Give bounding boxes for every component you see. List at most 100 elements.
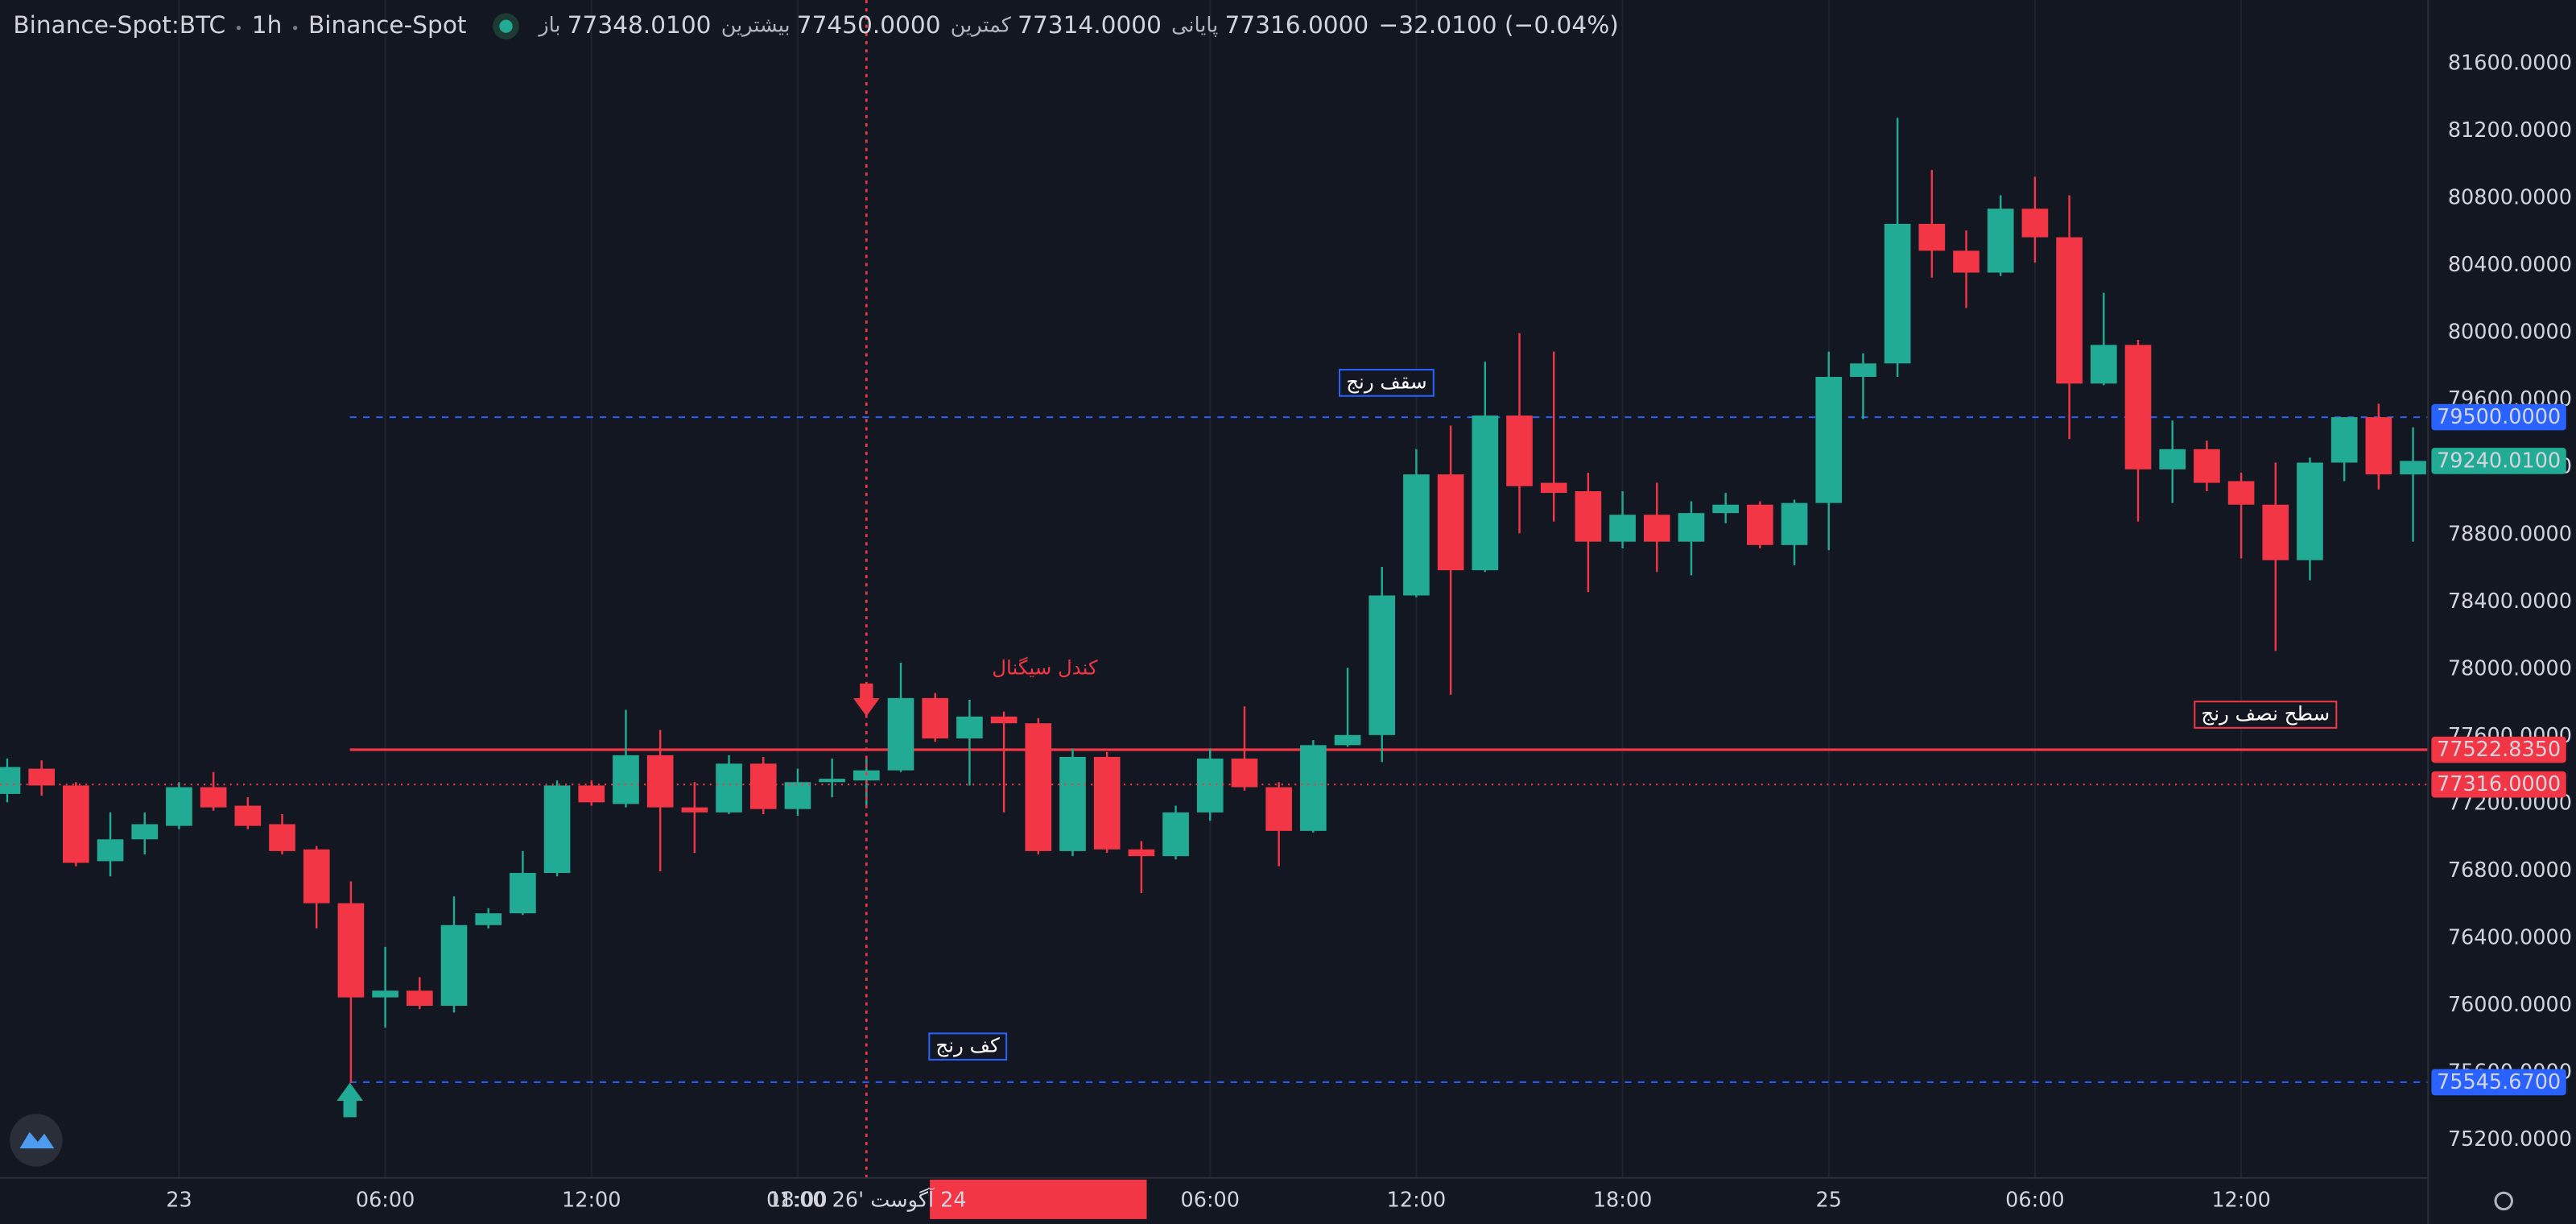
candle-body bbox=[1231, 759, 1258, 788]
x-tick-label: 06:00 bbox=[2005, 1188, 2065, 1212]
candle-body bbox=[97, 839, 124, 862]
candle-body bbox=[406, 990, 433, 1007]
annotation-text: سقف رنج bbox=[1346, 370, 1426, 393]
x-tick-label: 23 bbox=[166, 1188, 192, 1212]
candle-body bbox=[1540, 482, 1567, 494]
annotation-box bbox=[928, 1032, 1008, 1061]
y-tick-label: 81200.0000 bbox=[2448, 118, 2572, 143]
candle-body bbox=[2330, 417, 2358, 463]
candle-body bbox=[234, 805, 262, 826]
candle-body bbox=[1850, 363, 1876, 377]
separator bbox=[236, 26, 242, 31]
annotation-box bbox=[2194, 701, 2338, 729]
y-tick-label: 75200.0000 bbox=[2448, 1127, 2572, 1152]
crosshair-time: 24 آگوست '26 01:00 bbox=[766, 1187, 967, 1212]
price-label-bg bbox=[2431, 448, 2566, 474]
candle-body bbox=[1403, 474, 1430, 596]
candle-body bbox=[1575, 491, 1602, 542]
candle-body bbox=[887, 697, 914, 771]
candle-body bbox=[1918, 223, 1946, 251]
candle-body bbox=[1472, 416, 1499, 571]
candle-body bbox=[166, 787, 192, 826]
y-tick-label: 81600.0000 bbox=[2448, 52, 2572, 76]
separator bbox=[293, 26, 298, 31]
y-tick-label: 78400.0000 bbox=[2448, 589, 2572, 614]
x-tick-label: 12:00 bbox=[2211, 1188, 2271, 1212]
price-label: 77522.8350 bbox=[2437, 738, 2561, 762]
ohlc-label: پایانی bbox=[1171, 14, 1218, 38]
y-tick-label: 76400.0000 bbox=[2448, 925, 2572, 949]
candle-body bbox=[681, 807, 708, 813]
entry-arrow-stem bbox=[343, 1100, 357, 1118]
candle-body bbox=[1987, 209, 2014, 273]
price-label-bg bbox=[2431, 1069, 2566, 1096]
candle-body bbox=[1712, 504, 1739, 514]
candle-body bbox=[1300, 745, 1327, 831]
status-dot bbox=[499, 19, 513, 33]
header-text: 77314.0000 bbox=[1018, 11, 1162, 39]
axis: 75200.000075600.000076000.000076400.0000… bbox=[166, 52, 2572, 1219]
candle-body bbox=[613, 755, 639, 804]
candle-body bbox=[1368, 595, 1396, 735]
price-label-bg bbox=[2431, 736, 2566, 763]
candle-body bbox=[63, 785, 89, 863]
ohlc-label: باز bbox=[537, 14, 560, 38]
candle-body bbox=[578, 785, 605, 803]
candle-body bbox=[2262, 504, 2289, 560]
annotation-text: کندل سیگنال bbox=[992, 655, 1098, 679]
candle-body bbox=[2400, 461, 2426, 475]
candle-body bbox=[1747, 504, 1773, 545]
candle-body bbox=[1059, 756, 1086, 851]
x-tick-label: 12:00 bbox=[562, 1188, 621, 1212]
candle-body bbox=[646, 755, 674, 808]
ohlc-label: کمترین bbox=[951, 14, 1012, 38]
candle-body bbox=[2159, 449, 2186, 469]
x-tick-label: 06:00 bbox=[1181, 1188, 1241, 1212]
candle-body bbox=[2124, 345, 2152, 469]
header-text: 77450.0000 bbox=[797, 11, 941, 39]
candle-body bbox=[1196, 759, 1224, 813]
candle-body bbox=[303, 849, 330, 904]
header-text: 1h bbox=[252, 11, 283, 39]
price-label: 75545.6700 bbox=[2437, 1070, 2561, 1094]
y-tick-label: 78000.0000 bbox=[2448, 656, 2572, 680]
x-tick-label: 18:00 bbox=[768, 1188, 828, 1212]
candle-body bbox=[1093, 756, 1121, 850]
candle-body bbox=[372, 990, 398, 998]
price-label: 79240.0100 bbox=[2437, 449, 2561, 473]
candle-body bbox=[1815, 376, 1843, 503]
candle-body bbox=[1437, 474, 1464, 571]
candle-body bbox=[337, 903, 365, 998]
candle-body bbox=[1128, 849, 1155, 857]
candle-body bbox=[510, 873, 536, 914]
candle-body bbox=[543, 785, 571, 874]
x-tick-label: 06:00 bbox=[356, 1188, 415, 1212]
candle-body bbox=[200, 787, 227, 808]
header-text: −32.0100 (−0.04%) bbox=[1378, 11, 1618, 39]
header-text: Binance-Spot:BTC bbox=[13, 11, 225, 39]
levels bbox=[349, 416, 2429, 1083]
crosshair-time-bg bbox=[930, 1179, 1147, 1219]
candle-body bbox=[819, 779, 845, 783]
candle-body bbox=[956, 716, 983, 738]
settings-icon[interactable] bbox=[2494, 1191, 2513, 1211]
candle-body bbox=[1025, 723, 1052, 851]
candle-body bbox=[1781, 502, 1808, 545]
candle-body bbox=[1265, 787, 1292, 831]
header: Binance-Spot:BTC 1h Binance-Spot باز 77348.0… bbox=[13, 11, 1619, 39]
candle-body bbox=[2194, 449, 2220, 483]
candle-body bbox=[269, 824, 295, 851]
candle-body bbox=[440, 924, 468, 1007]
entry-arrow-head bbox=[336, 1082, 364, 1101]
candles bbox=[0, 118, 2426, 1084]
candle-body bbox=[475, 913, 502, 925]
annotation-text: سطح نصف رنج bbox=[2201, 702, 2330, 726]
candle-body bbox=[2297, 462, 2323, 560]
y-tick-label: 78800.0000 bbox=[2448, 522, 2572, 546]
candle-body bbox=[2365, 417, 2392, 475]
candle-body bbox=[28, 768, 55, 786]
candle-body bbox=[1334, 734, 1361, 746]
candle-body bbox=[2056, 237, 2083, 384]
